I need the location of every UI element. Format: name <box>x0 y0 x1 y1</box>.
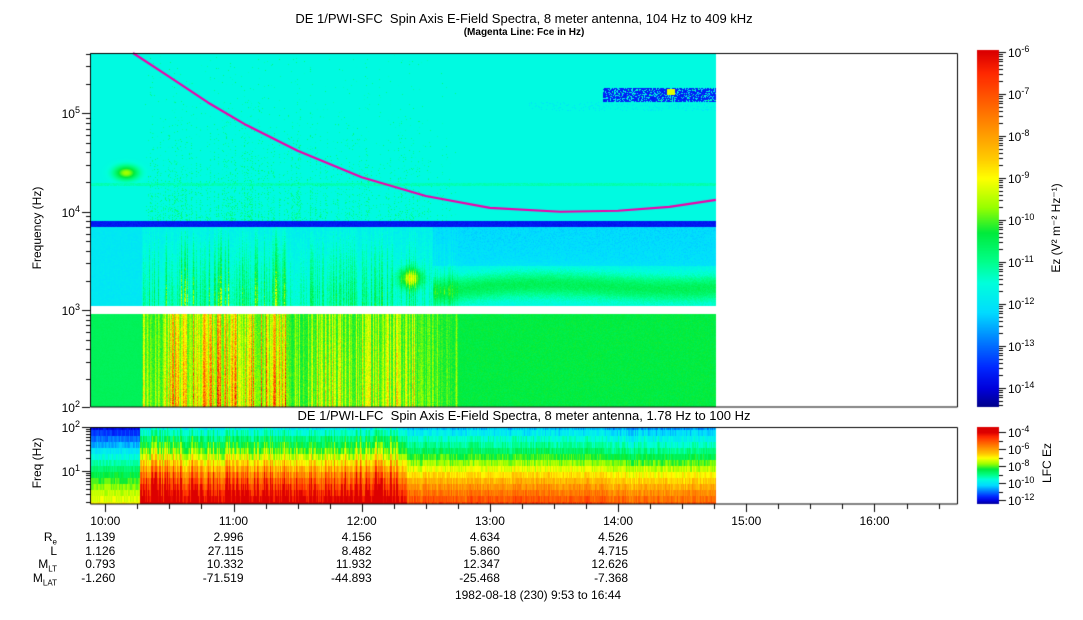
spectrogram-canvas <box>0 0 1083 620</box>
figure-root: DE 1/PWI-SFC Spin Axis E-Field Spectra, … <box>0 0 1083 620</box>
